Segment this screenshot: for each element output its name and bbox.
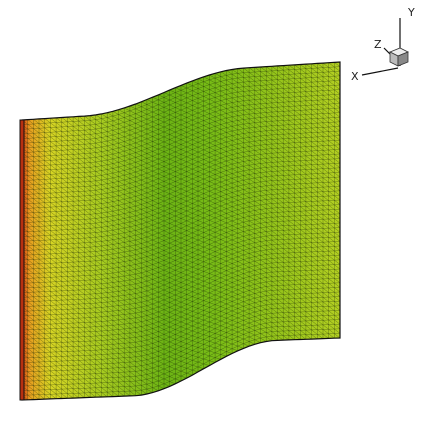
- mesh-surface: [19, 61, 341, 401]
- triad-cube-right: [397, 51, 409, 67]
- surface-edge: [21, 61, 341, 401]
- y-axis-label: Y: [407, 6, 415, 19]
- left-edge-strip: [19, 119, 25, 401]
- axis-triad: X Y Z: [351, 6, 415, 83]
- x-axis-label: X: [351, 70, 359, 83]
- x-axis-line: [361, 67, 399, 76]
- z-axis-label: Z: [374, 38, 382, 51]
